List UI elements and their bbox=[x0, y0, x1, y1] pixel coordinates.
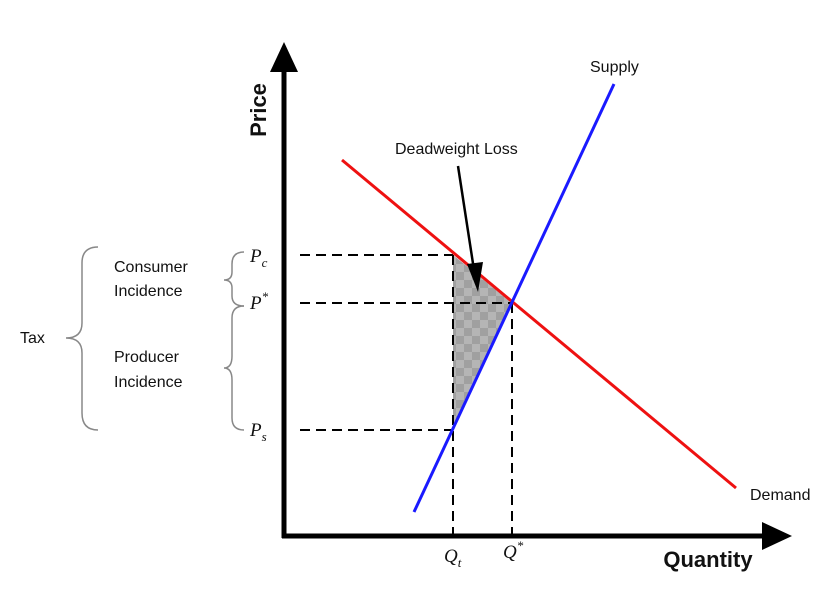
pstar-label: P* bbox=[249, 289, 269, 314]
producer-incidence-line2: Incidence bbox=[114, 374, 183, 391]
supply-label: Supply bbox=[590, 59, 639, 76]
supply-curve bbox=[412, 83, 616, 513]
consumer-incidence-line1: Consumer bbox=[114, 259, 188, 276]
dwl-pointer-arrowhead bbox=[467, 262, 483, 292]
dwl-pointer-arrow bbox=[456, 165, 476, 271]
tax-label: Tax bbox=[20, 330, 45, 347]
qt-label: Qt bbox=[444, 546, 462, 570]
producer-incidence-line1: Producer bbox=[114, 349, 180, 366]
consumer-incidence-line2: Incidence bbox=[114, 283, 183, 300]
deadweight-loss-area bbox=[453, 255, 512, 430]
tax-brace bbox=[65, 246, 99, 431]
consumer-incidence-brace bbox=[223, 251, 245, 307]
deadweight-loss-label: Deadweight Loss bbox=[395, 141, 518, 158]
x-axis-label: Quantity bbox=[663, 547, 753, 572]
demand-label: Demand bbox=[750, 487, 810, 504]
qstar-label: Q* bbox=[503, 538, 524, 563]
y-axis-label: Price bbox=[246, 83, 271, 137]
producer-incidence-brace bbox=[223, 305, 245, 431]
demand-curve bbox=[341, 158, 737, 490]
x-axis-arrow bbox=[762, 522, 792, 550]
y-axis-arrow bbox=[270, 42, 298, 72]
ps-label: Ps bbox=[249, 420, 267, 444]
pc-label: Pc bbox=[249, 246, 268, 270]
